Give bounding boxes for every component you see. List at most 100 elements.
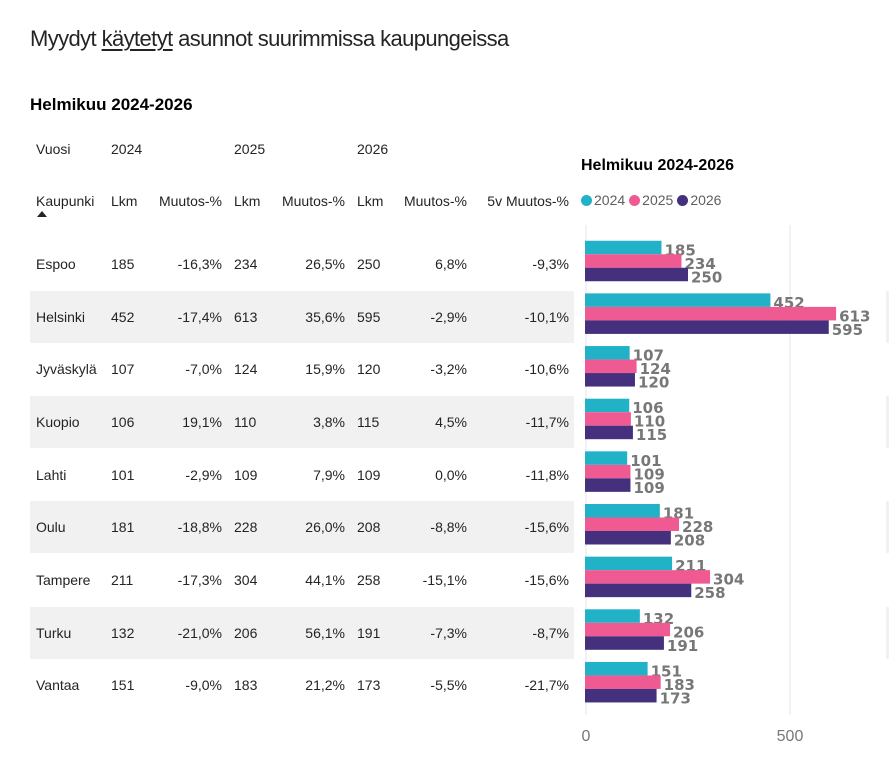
column-header-lkm-2024[interactable]: Lkm (111, 193, 138, 209)
bar-2026[interactable] (585, 636, 664, 650)
bar-2025[interactable] (585, 675, 661, 689)
column-header-lkm-2025[interactable]: Lkm (234, 193, 261, 209)
column-header-muutos-2025[interactable]: Muutos-% (281, 193, 345, 209)
bar-2024[interactable] (585, 556, 673, 571)
bar-2026[interactable] (585, 688, 657, 703)
data-label: 124 (640, 360, 671, 378)
bar-2024[interactable] (585, 451, 628, 465)
bar-2026[interactable] (585, 425, 633, 440)
x-tick-label: 500 (777, 728, 804, 745)
title-part: Myydyt (30, 26, 102, 51)
cell-5v-muutos: -11,7% (525, 413, 569, 430)
bar-2025[interactable] (585, 622, 671, 637)
data-label: 258 (694, 584, 725, 602)
cell-muutos-2024: -9,0% (185, 677, 222, 694)
legend-label: 2025 (642, 192, 674, 208)
bar-chart: 0 500185234250452613595107124120106110115… (582, 225, 870, 745)
data-label: 206 (673, 623, 704, 641)
bar-2025[interactable] (585, 517, 680, 532)
bar-2024[interactable] (585, 661, 648, 676)
cell-kaupunki: Vantaa (36, 677, 80, 694)
cell-muutos-2026: 4,5% (435, 413, 467, 430)
cell-lkm-2024: 211 (111, 571, 134, 588)
bar-2025[interactable] (585, 570, 711, 584)
legend-dot-icon (629, 194, 641, 206)
column-header-5v-muutos[interactable]: 5v Muutos-% (487, 193, 569, 209)
cell-muutos-2024: -21,0% (177, 624, 222, 641)
bar-2025[interactable] (585, 254, 682, 268)
cell-5v-muutos: -15,6% (524, 571, 569, 588)
column-header-muutos-2026[interactable]: Muutos-% (403, 193, 467, 209)
cell-muutos-2025: 44,1% (305, 571, 345, 588)
bar-2024[interactable] (585, 609, 640, 623)
offscreen-row-band (886, 395, 889, 448)
chart-title: Helmikuu 2024-2026 (581, 157, 734, 174)
cell-muutos-2025: 56,1% (305, 624, 345, 641)
bar-2024[interactable] (585, 398, 630, 413)
cell-muutos-2024: -17,3% (177, 571, 222, 588)
offscreen-row-band (886, 290, 889, 343)
bar-2026[interactable] (585, 320, 829, 334)
bar-2024[interactable] (585, 240, 662, 255)
data-label: 208 (674, 532, 705, 550)
cell-lkm-2025: 304 (234, 571, 258, 588)
data-label: 101 (630, 452, 661, 470)
bar-2025[interactable] (585, 306, 837, 321)
column-header-lkm-2026[interactable]: Lkm (357, 193, 384, 209)
cell-lkm-2024: 107 (111, 361, 135, 378)
bar-2026[interactable] (585, 478, 631, 492)
cell-kaupunki: Tampere (36, 571, 91, 588)
legend-item-2024[interactable]: 2024 (581, 192, 625, 208)
cell-kaupunki: Helsinki (36, 308, 86, 325)
data-label: 183 (664, 676, 695, 694)
cell-lkm-2025: 206 (234, 624, 258, 641)
data-label: 106 (632, 399, 663, 417)
cell-muutos-2026: 0,0% (435, 466, 467, 483)
table-subtitle: Helmikuu 2024-2026 (30, 95, 193, 114)
bar-2024[interactable] (585, 504, 660, 518)
page-title: Myydyt käytetyt asunnot suurimmissa kaup… (30, 26, 509, 52)
cell-5v-muutos: -15,6% (524, 519, 569, 536)
cell-kaupunki: Kuopio (36, 413, 80, 430)
year-header-2026: 2026 (357, 141, 389, 157)
cell-lkm-2025: 228 (234, 519, 258, 536)
bar-2026[interactable] (585, 373, 635, 387)
bar-2025[interactable] (585, 359, 637, 374)
data-label: 228 (682, 518, 713, 536)
bar-2025[interactable] (585, 412, 631, 426)
bar-2024[interactable] (585, 346, 630, 360)
legend-item-2025[interactable]: 2025 (629, 192, 673, 208)
cell-lkm-2024: 101 (111, 466, 135, 483)
cell-lkm-2024: 452 (111, 308, 135, 325)
bar-2025[interactable] (585, 464, 631, 479)
column-header-muutos-2024[interactable]: Muutos-% (158, 193, 222, 209)
cell-muutos-2024: -2,9% (185, 466, 222, 483)
cell-muutos-2024: -18,8% (177, 519, 222, 536)
bar-2026[interactable] (585, 531, 671, 545)
legend-item-2026[interactable]: 2026 (677, 192, 721, 208)
cell-lkm-2026: 595 (357, 308, 381, 325)
offscreen-row-band (886, 501, 889, 554)
cell-muutos-2025: 7,9% (313, 466, 345, 483)
cell-muutos-2024: 19,1% (182, 413, 222, 430)
bar-2026[interactable] (585, 583, 692, 598)
data-label: 595 (832, 321, 863, 339)
cell-lkm-2025: 124 (234, 361, 258, 378)
legend-dot-icon (581, 194, 592, 206)
legend-label: 2024 (594, 192, 626, 208)
bar-2024[interactable] (585, 293, 771, 307)
bar-2026[interactable] (585, 267, 688, 282)
column-header-kaupunki[interactable]: Kaupunki (36, 193, 95, 209)
cell-lkm-2026: 173 (357, 677, 381, 694)
sort-ascending-icon[interactable] (37, 211, 47, 217)
legend-dot-icon (677, 194, 689, 206)
cell-kaupunki: Espoo (36, 256, 76, 272)
cell-muutos-2026: 6,8% (435, 256, 467, 272)
data-label: 109 (633, 479, 664, 497)
title-underlined-word: käytetyt (101, 26, 174, 51)
cell-lkm-2025: 613 (234, 308, 258, 325)
cell-5v-muutos: -11,8% (525, 466, 569, 483)
cell-lkm-2025: 234 (234, 256, 258, 272)
data-label: 107 (633, 347, 664, 365)
cell-5v-muutos: -21,7% (524, 677, 569, 694)
